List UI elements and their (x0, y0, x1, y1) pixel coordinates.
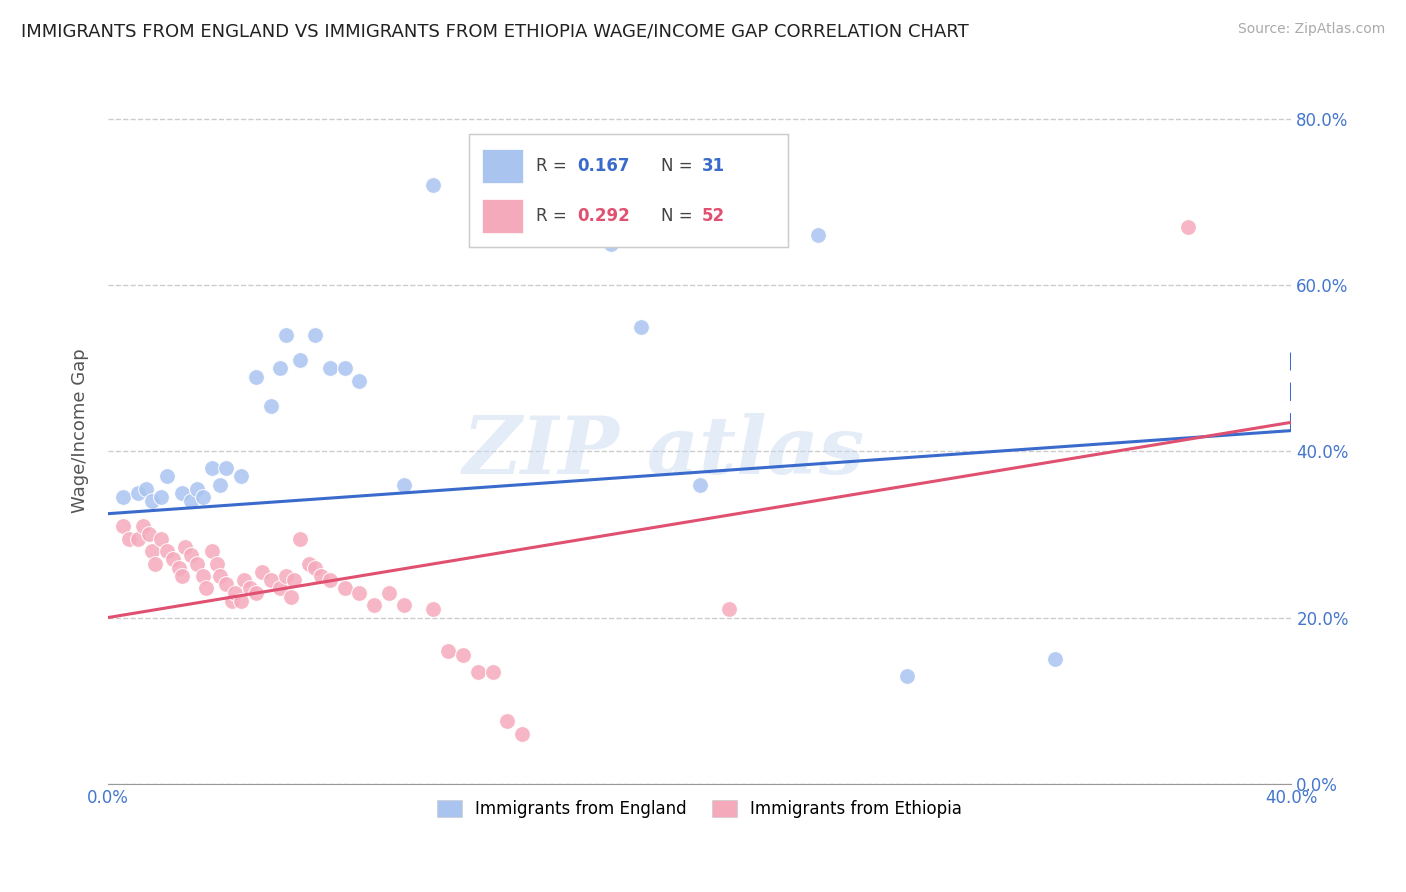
Point (239, 582, 262, 596)
Point (274, 328, 297, 343)
Point (437, 644, 460, 658)
Text: ZIP atlas: ZIP atlas (463, 413, 865, 491)
Point (1177, 219, 1199, 234)
Point (451, 648, 474, 662)
Point (298, 557, 321, 571)
Point (349, 374, 371, 388)
Point (333, 361, 356, 376)
Point (333, 582, 356, 596)
Point (274, 569, 297, 583)
Point (467, 665, 489, 679)
Point (156, 469, 179, 483)
Point (138, 527, 160, 541)
Point (363, 598, 385, 612)
Point (349, 585, 371, 599)
Point (290, 532, 312, 546)
Point (280, 590, 302, 604)
Point (510, 727, 533, 741)
Point (143, 557, 166, 571)
Point (422, 602, 444, 616)
Point (215, 461, 238, 475)
Point (231, 594, 253, 608)
Point (118, 532, 141, 546)
Text: IMMIGRANTS FROM ENGLAND VS IMMIGRANTS FROM ETHIOPIA WAGE/INCOME GAP CORRELATION : IMMIGRANTS FROM ENGLAND VS IMMIGRANTS FR… (21, 22, 969, 40)
Point (304, 328, 326, 343)
Point (191, 490, 214, 504)
Point (194, 582, 217, 596)
Point (186, 482, 208, 496)
Text: Source: ZipAtlas.com: Source: ZipAtlas.com (1237, 22, 1385, 37)
Point (215, 577, 238, 591)
Point (127, 532, 149, 546)
Y-axis label: Wage/Income Gap: Wage/Income Gap (72, 348, 89, 513)
Point (896, 669, 918, 683)
Point (233, 573, 256, 587)
Point (209, 569, 232, 583)
Point (496, 714, 519, 729)
Point (378, 585, 401, 599)
Point (180, 548, 202, 562)
Point (807, 228, 830, 243)
Point (156, 544, 179, 558)
Point (283, 573, 305, 587)
Point (231, 469, 253, 483)
Point (260, 573, 283, 587)
Point (170, 569, 193, 583)
Point (269, 361, 291, 376)
Point (319, 573, 342, 587)
Point (481, 665, 503, 679)
Point (200, 461, 222, 475)
Point (174, 540, 197, 554)
Point (245, 369, 267, 384)
Point (191, 569, 214, 583)
Point (135, 482, 157, 496)
Point (630, 319, 652, 334)
Point (186, 557, 208, 571)
Point (245, 585, 267, 599)
Point (162, 552, 184, 566)
Point (250, 565, 273, 579)
Point (319, 361, 342, 376)
Point (718, 602, 741, 616)
Point (170, 486, 193, 500)
Legend: Immigrants from England, Immigrants from Ethiopia: Immigrants from England, Immigrants from… (430, 793, 969, 825)
Point (209, 477, 232, 491)
Point (304, 560, 326, 574)
Point (150, 490, 173, 504)
Point (290, 353, 312, 368)
Point (127, 486, 149, 500)
Point (150, 532, 173, 546)
Point (260, 399, 283, 413)
Point (392, 477, 415, 491)
Point (1043, 652, 1066, 666)
Point (111, 519, 134, 533)
Point (200, 544, 222, 558)
Point (392, 598, 415, 612)
Point (111, 490, 134, 504)
Point (132, 519, 155, 533)
Point (141, 494, 163, 508)
Point (167, 560, 190, 574)
Point (269, 582, 291, 596)
Point (689, 477, 711, 491)
Point (224, 585, 246, 599)
Point (422, 178, 444, 193)
Point (141, 544, 163, 558)
Point (600, 236, 623, 251)
Point (309, 569, 332, 583)
Point (207, 557, 229, 571)
Point (180, 494, 202, 508)
Point (221, 594, 243, 608)
